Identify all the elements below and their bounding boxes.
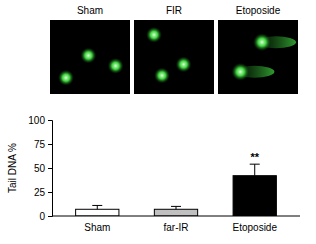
y-tick-mark: [48, 216, 52, 217]
nucleus: [146, 27, 162, 43]
y-tick: 0: [39, 211, 52, 222]
panel-label: FIR: [166, 5, 182, 16]
error-bar: [250, 164, 260, 176]
x-tick-label: far-IR: [164, 222, 189, 233]
nucleus: [80, 48, 96, 64]
x-tick-label: Etoposide: [232, 222, 277, 233]
bar: [154, 209, 197, 216]
micrograph-panel: [218, 20, 298, 94]
error-cap: [250, 164, 260, 165]
panel-background: [218, 20, 298, 94]
error-cap: [92, 205, 102, 206]
y-tick-label: 100: [28, 115, 45, 126]
y-tick: 100: [28, 115, 52, 126]
error-bar: [92, 205, 102, 209]
y-axis-line: [48, 121, 53, 217]
y-tick: 25: [34, 187, 52, 198]
nucleus: [253, 33, 271, 51]
error-bar: [171, 206, 181, 209]
panel-background: [134, 20, 214, 94]
y-tick-mark: [48, 144, 52, 145]
nucleus: [108, 58, 124, 74]
x-tick: far-IR: [164, 222, 189, 233]
error-stem: [97, 205, 98, 209]
nucleus: [154, 68, 170, 84]
nucleus: [231, 63, 249, 81]
bar: [76, 209, 119, 216]
figure: Sham FIR Etoposide 0 25 50 75 100 Sham far-IR Etop…: [0, 0, 316, 244]
y-tick-label: 50: [34, 163, 46, 174]
x-tick: Etoposide: [232, 222, 277, 233]
x-axis-line: [52, 216, 300, 217]
panel-label: Sham: [77, 5, 103, 16]
significance-annotation: **: [250, 151, 259, 163]
micrograph-panel: [134, 20, 214, 94]
y-tick: 75: [34, 139, 52, 150]
x-tick: Sham: [84, 222, 110, 233]
y-tick-label: 75: [34, 139, 46, 150]
y-tick-label: 0: [39, 211, 45, 222]
nucleus: [176, 56, 192, 72]
y-tick-mark: [48, 192, 52, 193]
error-cap: [171, 206, 181, 207]
y-tick-mark: [48, 168, 52, 169]
y-tick-label: 25: [34, 187, 46, 198]
micrograph-panel: [50, 20, 130, 94]
y-axis: 0 25 50 75 100: [28, 115, 52, 222]
nucleus: [58, 70, 74, 86]
x-axis: Sham far-IR Etoposide: [52, 216, 300, 233]
y-tick-mark: [48, 120, 52, 121]
y-tick: 50: [34, 163, 52, 174]
y-axis-title: Tail DNA %: [7, 143, 18, 193]
x-tick-label: Sham: [84, 222, 110, 233]
panel-label: Etoposide: [236, 5, 281, 16]
plot-marks: [76, 164, 277, 216]
bar: [233, 176, 276, 216]
error-stem: [254, 164, 255, 176]
panel-background: [50, 20, 130, 94]
